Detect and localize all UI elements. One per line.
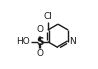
Text: O: O: [36, 25, 43, 34]
Text: O: O: [36, 49, 43, 58]
Text: S: S: [36, 37, 43, 47]
Text: HO: HO: [16, 37, 30, 46]
Text: Cl: Cl: [43, 12, 52, 21]
Text: N: N: [69, 37, 76, 46]
